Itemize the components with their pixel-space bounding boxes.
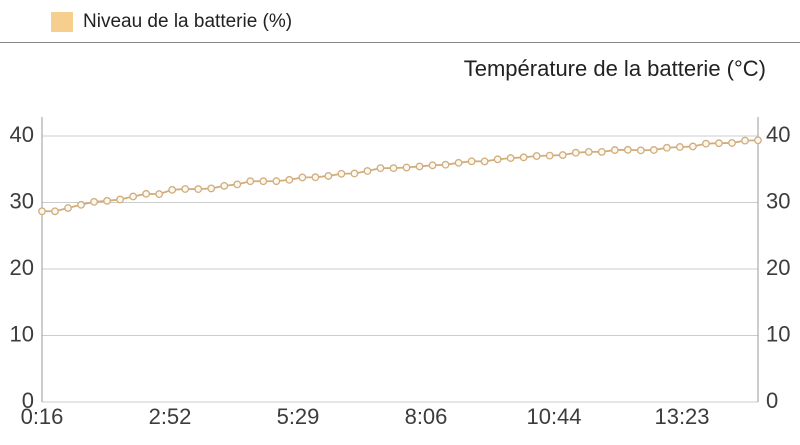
- svg-text:10:44: 10:44: [526, 404, 581, 429]
- svg-text:13:23: 13:23: [654, 404, 709, 429]
- svg-text:0: 0: [766, 388, 778, 413]
- svg-text:20: 20: [10, 255, 34, 280]
- svg-text:2:52: 2:52: [149, 404, 192, 429]
- svg-text:10: 10: [766, 322, 790, 347]
- svg-text:40: 40: [10, 122, 34, 147]
- svg-text:30: 30: [766, 189, 790, 214]
- svg-text:30: 30: [10, 189, 34, 214]
- svg-text:20: 20: [766, 255, 790, 280]
- svg-text:5:29: 5:29: [277, 404, 320, 429]
- svg-text:0:16: 0:16: [21, 404, 64, 429]
- svg-text:10: 10: [10, 322, 34, 347]
- svg-text:40: 40: [766, 122, 790, 147]
- svg-text:8:06: 8:06: [405, 404, 448, 429]
